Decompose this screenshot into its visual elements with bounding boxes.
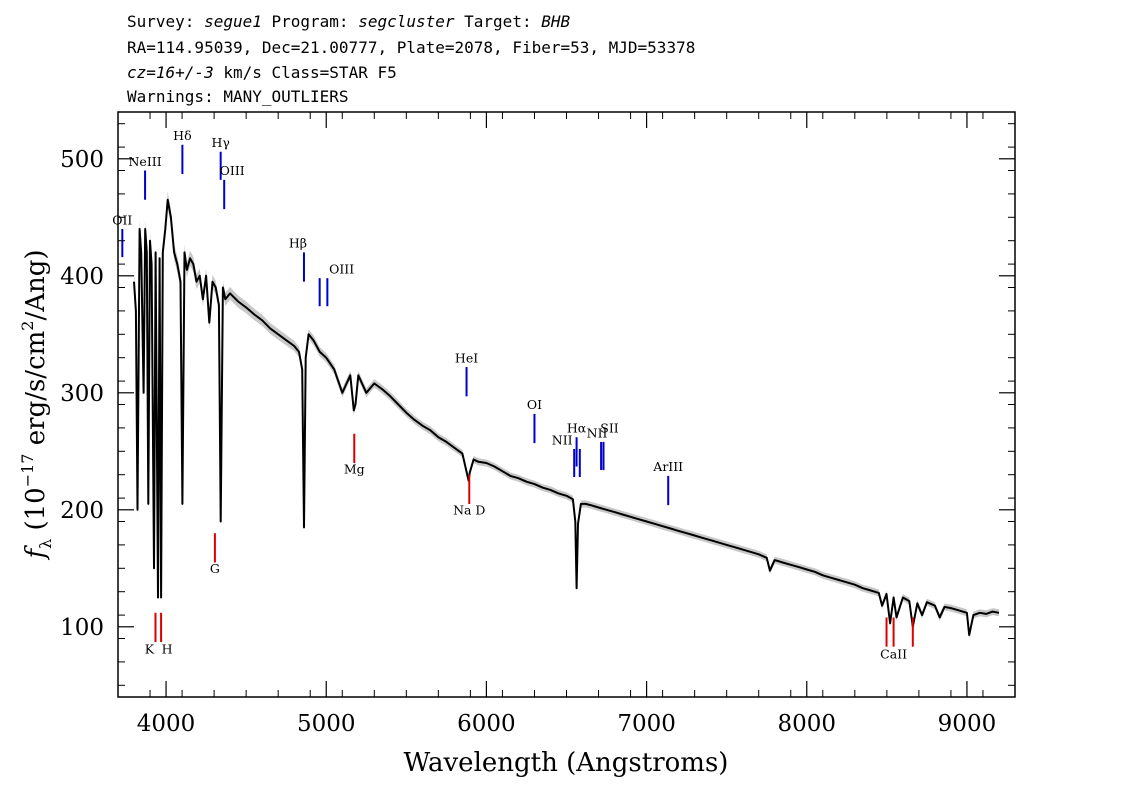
y-tick-label: 200: [60, 498, 104, 524]
line-label-h: H: [162, 642, 173, 657]
x-tick-label: 7000: [617, 711, 676, 737]
line-label-oi: OI: [527, 397, 542, 412]
x-tick-label: 9000: [938, 711, 997, 737]
line-label-oiii: OIII: [220, 163, 245, 178]
line-label-hγ: Hγ: [211, 135, 229, 150]
x-tick-label: 5000: [297, 711, 356, 737]
line-label-mg: Mg: [344, 462, 365, 477]
error-band: [134, 191, 999, 639]
y-tick-label: 500: [60, 147, 104, 173]
y-tick-label: 100: [60, 615, 104, 641]
survey-label: Survey:: [127, 12, 205, 31]
plot-frame: [117, 111, 1016, 698]
y-axis-end: /Ang): [21, 249, 51, 320]
y-axis-lambda: λ: [36, 539, 55, 549]
line-label-hei: HeI: [455, 350, 478, 365]
line-label-hδ: Hδ: [173, 128, 191, 143]
error-band-layer: [134, 191, 999, 639]
line-label-caii: CaII: [880, 646, 907, 661]
redshift-value: cz=16+/-3: [127, 63, 214, 82]
header-line-2: RA=114.95039, Dec=21.00777, Plate=2078, …: [127, 38, 696, 57]
y-tick-label: 400: [60, 264, 104, 290]
line-label-neiii: NeIII: [128, 154, 161, 169]
header-line-3: cz=16+/-3 km/s Class=STAR F5: [127, 64, 397, 82]
y-axis-exp1: −17: [18, 454, 37, 488]
line-label-g: G: [210, 561, 220, 576]
line-label-oii: OII: [112, 212, 132, 227]
class-info: km/s Class=STAR F5: [213, 63, 397, 82]
line-label-nii: NII: [587, 425, 608, 440]
line-label-sii: SII: [600, 421, 619, 436]
line-label-hβ: Hβ: [289, 236, 307, 251]
line-label-ariii: ArIII: [652, 459, 683, 474]
survey-value: segue1: [204, 12, 262, 31]
line-label-nii: NII: [552, 432, 573, 447]
x-tick-label: 8000: [777, 711, 836, 737]
program-label: Program:: [261, 12, 359, 31]
tick-layer: 4000 5000 6000 7000 8000 9000 100 200 300 400 500: [60, 112, 1016, 737]
y-tick-label: 300: [60, 381, 104, 407]
line-label-na-d: Na D: [453, 502, 485, 517]
y-axis-exp2: 2: [18, 321, 37, 331]
x-tick-label: 4000: [137, 711, 196, 737]
y-axis-middle: erg/s/cm: [21, 331, 51, 454]
spectrum-layer: [133, 198, 1000, 636]
target-value: BHB: [541, 12, 571, 31]
line-label-k: K: [145, 642, 155, 657]
header-line-4: Warnings: MANY_OUTLIERS: [127, 87, 349, 106]
x-axis-title: Wavelength (Angstroms): [404, 748, 729, 778]
y-axis-title: fλ (10−17 erg/s/cm2/Ang): [18, 249, 55, 560]
line-label-oiii: OIII: [329, 261, 354, 276]
program-value: segcluster: [358, 12, 455, 31]
header-line-1: Survey: segue1 Program: segcluster Targe…: [127, 13, 570, 31]
target-label: Target:: [454, 12, 542, 31]
x-tick-label: 6000: [457, 711, 516, 737]
spectrum-line: [133, 198, 1000, 636]
y-axis-main: (10: [21, 487, 51, 539]
line-label-hα: Hα: [567, 421, 587, 436]
